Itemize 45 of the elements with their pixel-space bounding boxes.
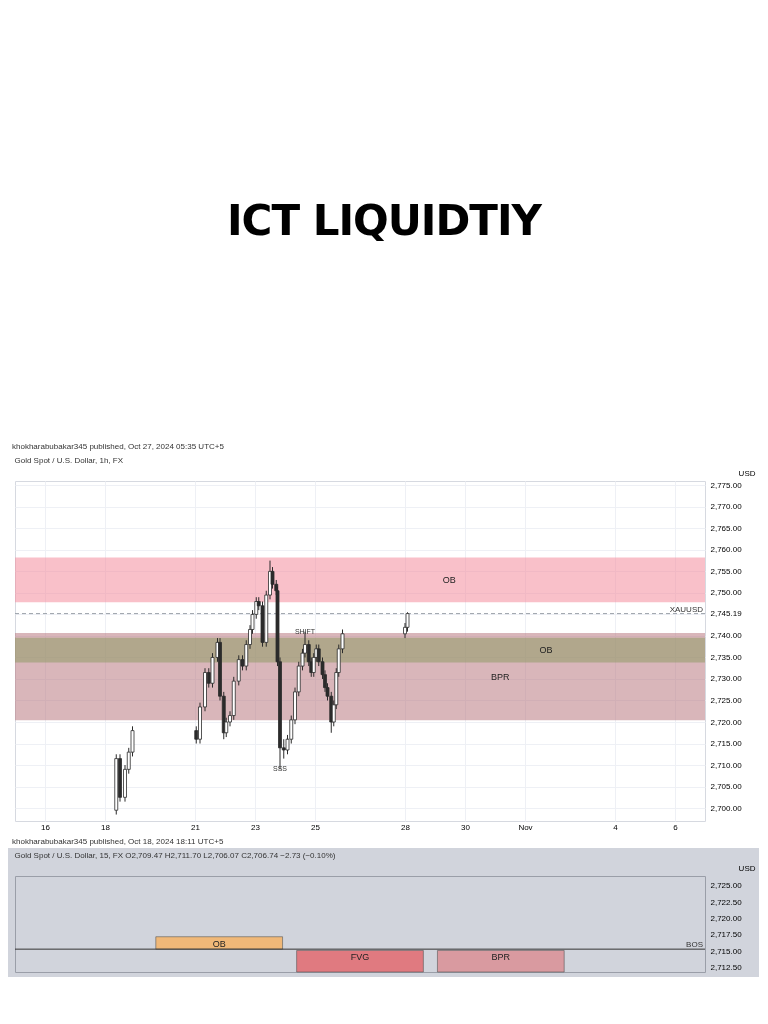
chart-subtitle: Gold Spot / U.S. Dollar, 15, FX O2,709.47 H2,711.70 L2,706.07 C2,706.74 −2.73 (−0.10%) <box>14 851 336 860</box>
x-tick-label: 21 <box>191 822 201 832</box>
y-axis-title: USD <box>738 468 756 478</box>
y-tick-label: 2,770.00 <box>710 502 743 512</box>
y-tick-label: 2,775.00 <box>710 480 743 490</box>
y-tick-label: 2,725.00 <box>710 881 743 891</box>
y-axis-title: USD <box>738 863 756 873</box>
y-tick-label: 2,720.00 <box>710 913 743 923</box>
y-tick-label: 2,745.19 <box>710 609 743 619</box>
y-tick-label: 2,750.00 <box>710 588 743 598</box>
x-tick-label: FVG <box>350 952 370 963</box>
y-tick-label: 2,725.00 <box>710 695 743 705</box>
y-tick-label: 2,712.50 <box>710 962 743 972</box>
x-tick-label: 28 <box>401 822 411 832</box>
band-label: OB <box>539 645 553 656</box>
y-tick-label: 2,715.00 <box>710 946 743 956</box>
x-tick-label: 30 <box>461 822 471 832</box>
y-tick-label: 2,705.00 <box>710 782 743 792</box>
ref-line-label: XAUUSD <box>669 604 704 614</box>
y-tick-label: 2,720.00 <box>710 717 743 727</box>
y-tick-label: 2,722.50 <box>710 897 743 907</box>
y-tick-label: 2,717.50 <box>710 930 743 940</box>
x-tick-label: 23 <box>251 822 261 832</box>
y-tick-label: 2,755.00 <box>710 566 743 576</box>
band-label: BPR <box>491 671 511 682</box>
x-tick-label: 16 <box>41 822 51 832</box>
x-tick-label: 4 <box>613 822 619 832</box>
x-tick-label: 6 <box>673 822 679 832</box>
chart-title: ICT LIQUIDTIY <box>225 194 543 247</box>
y-tick-label: 2,735.00 <box>710 652 743 662</box>
text: khokharabubakar345 published, Oct 18, 2024 18:11 UTC+5 <box>11 836 225 848</box>
y-tick-label: 2,700.00 <box>710 803 743 813</box>
text: khokharabubakar345 published, Oct 27, 2024 05:35 UTC+5 <box>11 441 225 453</box>
chart-subtitle: Gold Spot / U.S. Dollar, 1h, FX <box>14 456 124 465</box>
band-label: OB <box>442 574 456 585</box>
ref-line-label: BOS <box>686 940 703 950</box>
y-tick-label: 2,740.00 <box>710 631 743 641</box>
y-tick-label: 2,710.00 <box>710 760 743 770</box>
y-tick-label: 2,760.00 <box>710 545 743 555</box>
x-tick-label: 18 <box>101 822 111 832</box>
x-tick-label: Nov <box>518 822 533 832</box>
y-tick-label: 2,715.00 <box>710 739 743 749</box>
y-tick-label: 2,765.00 <box>710 523 743 533</box>
x-tick-label: 25 <box>311 822 321 832</box>
y-tick-label: 2,730.00 <box>710 674 743 684</box>
